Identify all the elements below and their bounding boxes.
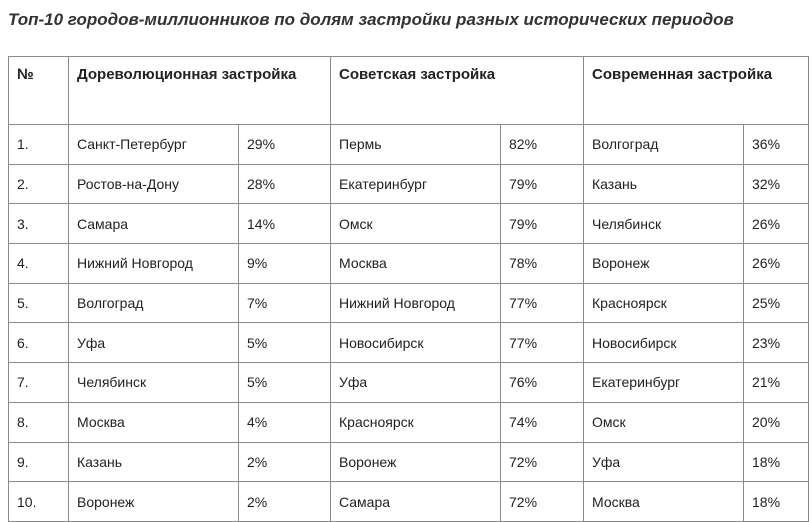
city-cell: Новосибирск — [330, 322, 501, 364]
share-cell: 23% — [743, 322, 810, 364]
share-cell: 72% — [499, 481, 585, 522]
share-cell: 14% — [238, 203, 331, 245]
share-cell: 82% — [499, 124, 585, 165]
city-cell: Красноярск — [583, 282, 745, 324]
share-cell: 4% — [238, 401, 331, 443]
rank-cell: 4. — [8, 243, 69, 284]
share-cell: 25% — [743, 282, 810, 324]
share-cell: 20% — [743, 401, 810, 443]
rank-cell: 2. — [8, 163, 69, 205]
header-cell: № — [8, 56, 69, 125]
share-cell: 21% — [743, 362, 810, 403]
share-cell: 78% — [499, 243, 585, 284]
share-cell: 7% — [238, 282, 331, 324]
share-cell: 79% — [499, 203, 585, 245]
share-cell: 28% — [238, 163, 331, 205]
share-cell: 79% — [499, 163, 585, 205]
city-cell: Екатеринбург — [583, 362, 745, 403]
city-cell: Ростов-на-Дону — [68, 163, 239, 205]
city-cell: Пермь — [330, 124, 501, 165]
table-row: 7. Челябинск 5% Уфа 76% Екатеринбург 21% — [8, 362, 810, 403]
city-cell: Казань — [583, 163, 745, 205]
table-body: 1. Санкт-Петербург 29% Пермь 82% Волгоград 36%… — [8, 124, 810, 522]
city-cell: Воронеж — [583, 243, 745, 284]
rank-cell: 10. — [8, 481, 69, 522]
rank-cell: 6. — [8, 322, 69, 364]
city-cell: Уфа — [583, 441, 745, 483]
city-cell: Омск — [330, 203, 501, 245]
table-row: 4. Нижний Новгород 9% Москва 78% Воронеж 26% — [8, 243, 810, 284]
share-cell: 2% — [238, 481, 331, 522]
share-cell: 18% — [743, 481, 810, 522]
share-cell: 74% — [499, 401, 585, 443]
city-cell: Нижний Новгород — [330, 282, 501, 324]
share-cell: 76% — [499, 362, 585, 403]
city-cell: Екатеринбург — [330, 163, 501, 205]
city-cell: Самара — [330, 481, 501, 522]
header-row: № Дореволюционная застройка Советская за… — [8, 56, 810, 125]
rank-cell: 3. — [8, 203, 69, 245]
rank-cell: 5. — [8, 282, 69, 324]
city-cell: Новосибирск — [583, 322, 745, 364]
share-cell: 5% — [238, 362, 331, 403]
share-cell: 26% — [743, 203, 810, 245]
share-cell: 5% — [238, 322, 331, 364]
city-cell: Волгоград — [583, 124, 745, 165]
table-row: 1. Санкт-Петербург 29% Пермь 82% Волгоград 36% — [8, 124, 810, 165]
share-cell: 9% — [238, 243, 331, 284]
city-cell: Челябинск — [583, 203, 745, 245]
rank-cell: 8. — [8, 401, 69, 443]
city-cell: Москва — [68, 401, 239, 443]
city-cell: Красноярск — [330, 401, 501, 443]
table: № Дореволюционная застройка Советская за… — [8, 56, 810, 522]
share-cell: 2% — [238, 441, 331, 483]
city-cell: Санкт-Петербург — [68, 124, 239, 165]
table-row: 3. Самара 14% Омск 79% Челябинск 26% — [8, 203, 810, 245]
share-cell: 32% — [743, 163, 810, 205]
title: Топ-10 городов-миллионников по долям зас… — [8, 10, 734, 29]
table-row: 10. Воронеж 2% Самара 72% Москва 18% — [8, 481, 810, 522]
city-cell: Нижний Новгород — [68, 243, 239, 284]
table-row: 2. Ростов-на-Дону 28% Екатеринбург 79% Казань… — [8, 163, 810, 205]
city-cell: Воронеж — [330, 441, 501, 483]
share-cell: 72% — [499, 441, 585, 483]
table-row: 8. Москва 4% Красноярск 74% Омск 20% — [8, 401, 810, 443]
share-cell: 36% — [743, 124, 810, 165]
city-cell: Казань — [68, 441, 239, 483]
table-row: 9. Казань 2% Воронеж 72% Уфа 18% — [8, 441, 810, 483]
city-cell: Уфа — [330, 362, 501, 403]
rank-cell: 7. — [8, 362, 69, 403]
header-cell: Дореволюционная застройка — [68, 56, 331, 125]
header-cell: Советская застройка — [329, 56, 585, 125]
rank-cell: 9. — [8, 441, 69, 483]
share-cell: 77% — [499, 282, 585, 324]
table-row: 5. Волгоград 7% Нижний Новгород 77% Красноярс… — [8, 282, 810, 324]
table-row: 6. Уфа 5% Новосибирск 77% Новосибирск 23% — [8, 322, 810, 364]
share-cell: 29% — [238, 124, 331, 165]
city-cell: Москва — [583, 481, 745, 522]
city-cell: Волгоград — [68, 282, 239, 324]
share-cell: 18% — [743, 441, 810, 483]
city-cell: Уфа — [68, 322, 239, 364]
share-cell: 26% — [743, 243, 810, 284]
header-cell: Современная застройка — [583, 56, 810, 125]
rank-cell: 1. — [8, 124, 69, 165]
share-cell: 77% — [499, 322, 585, 364]
city-cell: Омск — [583, 401, 745, 443]
city-cell: Воронеж — [68, 481, 239, 522]
city-cell: Самара — [68, 203, 239, 245]
city-cell: Челябинск — [68, 362, 239, 403]
city-cell: Москва — [330, 243, 501, 284]
